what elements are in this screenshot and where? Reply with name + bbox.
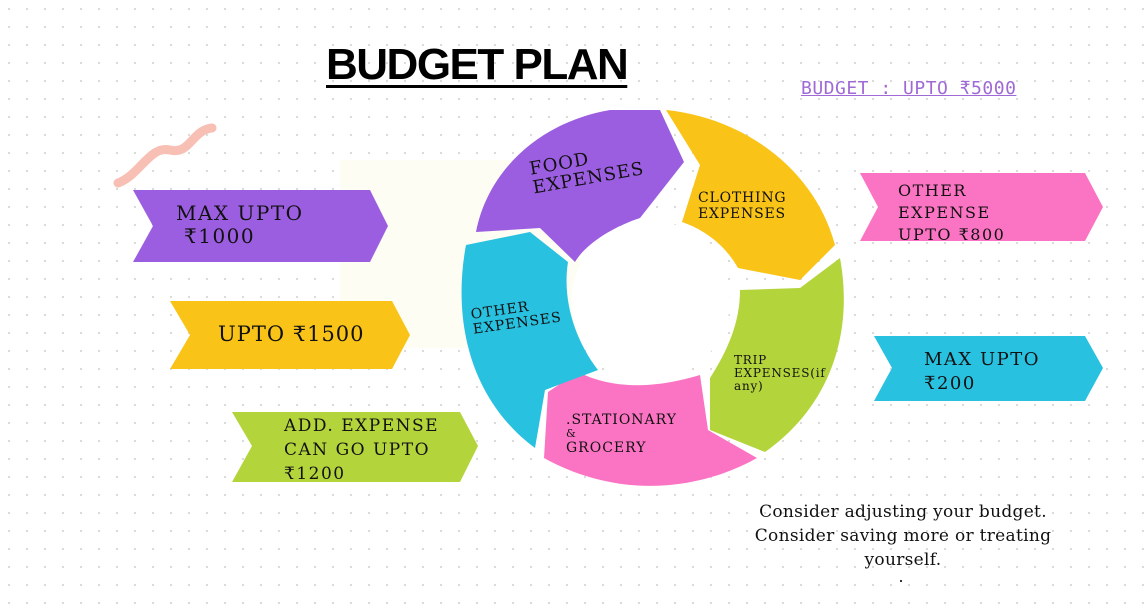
- arrow-upto-1500-label: UPTO ₹1500: [218, 322, 365, 346]
- label-line: ₹1000: [184, 224, 256, 248]
- cycle-center: [572, 221, 730, 379]
- segment-trip-label: TRIP EXPENSES(if any): [734, 354, 826, 393]
- segment-stationary: [544, 372, 757, 486]
- segment-stationary-label: .STATIONARY & GROCERY: [566, 413, 677, 455]
- arrow-max-200-label: MAX UPTO ₹200: [924, 348, 1040, 396]
- label-line: any): [734, 379, 764, 393]
- arrow-max-1000: [133, 190, 388, 262]
- label-line: CAN GO UPTO: [284, 440, 431, 460]
- segment-trip: [710, 258, 844, 452]
- label-line: CLOTHING: [698, 190, 787, 206]
- segment-clothing: [666, 110, 835, 280]
- label-line: ₹200: [924, 373, 976, 394]
- segment-other: [461, 232, 598, 448]
- segment-food: [476, 110, 684, 262]
- arrow-other-800: [860, 173, 1103, 241]
- budget-link[interactable]: BUDGET : UPTO ₹5000: [801, 78, 1017, 99]
- label-line: ₹1200: [284, 464, 346, 484]
- arrow-max-200: [874, 336, 1103, 401]
- label-line: EXPENSES(if: [734, 366, 826, 380]
- page-title: BUDGET PLAN: [326, 40, 629, 89]
- note-line: yourself.: [864, 550, 942, 570]
- label-line: EXPENSE: [898, 203, 991, 222]
- squiggle-decoration: [113, 123, 217, 188]
- stray-dot: [900, 580, 902, 582]
- label-line: GROCERY: [566, 440, 647, 456]
- label-line: .STATIONARY: [566, 412, 678, 428]
- label-line: UPTO ₹1500: [218, 322, 365, 346]
- label-line: &: [566, 427, 577, 440]
- arrow-upto-1500: [170, 301, 410, 369]
- label-line: TRIP: [734, 353, 768, 367]
- arrow-add-expense: [232, 412, 478, 482]
- segment-clothing-label: CLOTHING EXPENSES: [698, 190, 786, 222]
- label-line: ADD. EXPENSE: [284, 416, 440, 436]
- arrow-max-1000-label: MAX UPTO ₹1000: [176, 202, 304, 248]
- arrow-other-800-label: OTHER EXPENSE UPTO ₹800: [898, 180, 1005, 246]
- label-line: MAX UPTO: [176, 201, 304, 225]
- note-line: Consider saving more or treating: [754, 526, 1052, 546]
- budget-note: Consider adjusting your budget. Consider…: [720, 500, 1086, 572]
- label-line: MAX UPTO: [924, 349, 1041, 370]
- label-line: UPTO ₹800: [898, 225, 1006, 244]
- label-line: OTHER: [898, 181, 967, 200]
- note-line: Consider adjusting your budget.: [759, 502, 1047, 522]
- arrow-add-expense-label: ADD. EXPENSE CAN GO UPTO ₹1200: [284, 414, 439, 486]
- label-line: EXPENSES: [698, 206, 786, 222]
